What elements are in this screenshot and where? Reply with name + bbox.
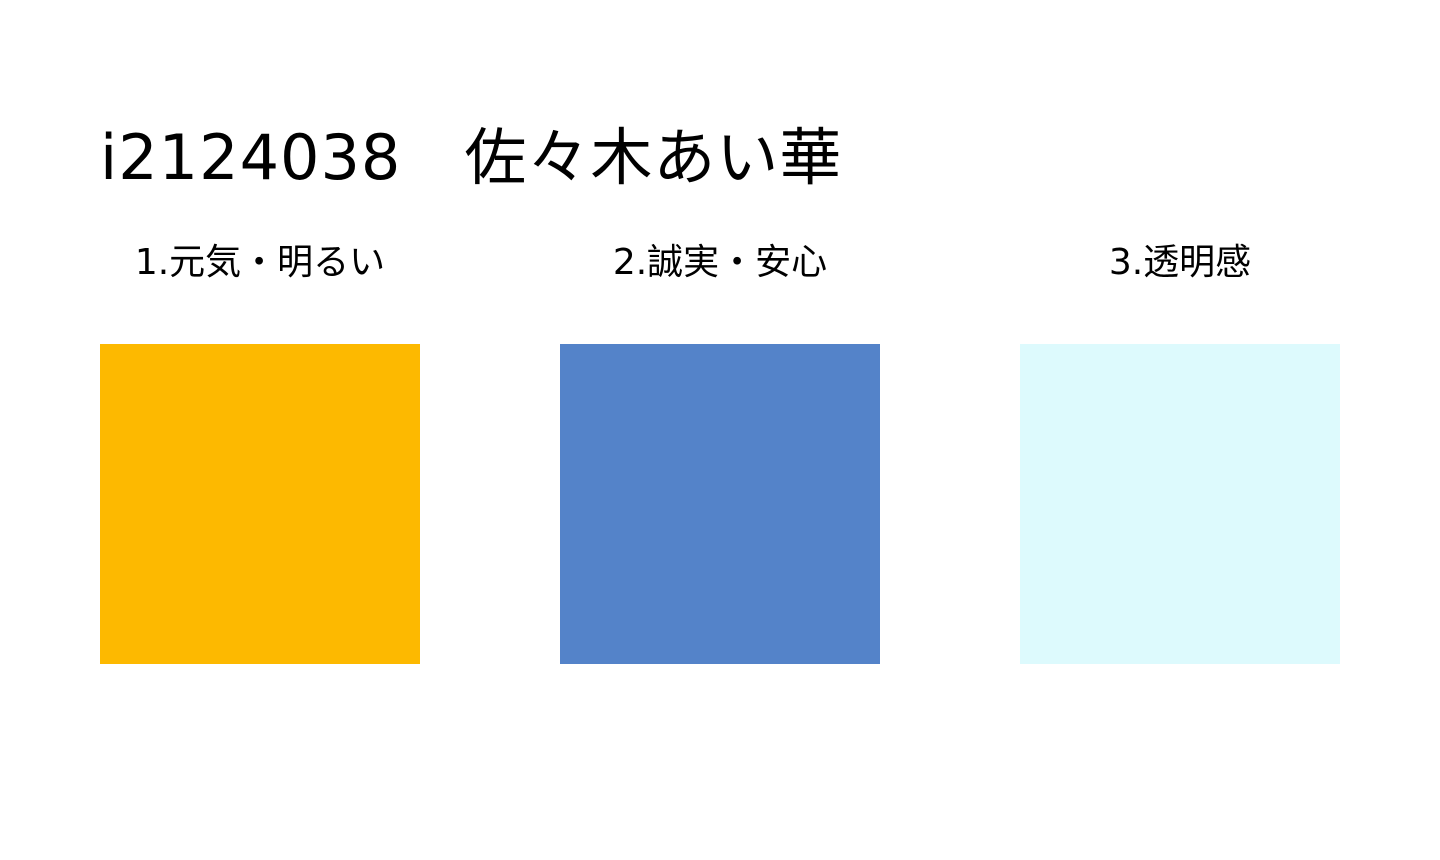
- swatch-label-seijitsu: 2.誠実・安心: [560, 240, 880, 286]
- page-title: i2124038 佐々木あい華: [100, 118, 842, 198]
- color-swatch-light-cyan: [1020, 344, 1340, 664]
- swatch-label-genki: 1.元気・明るい: [100, 240, 420, 286]
- color-swatch-blue: [560, 344, 880, 664]
- color-swatch-yellow: [100, 344, 420, 664]
- swatch-label-toumeikan: 3.透明感: [1020, 240, 1340, 286]
